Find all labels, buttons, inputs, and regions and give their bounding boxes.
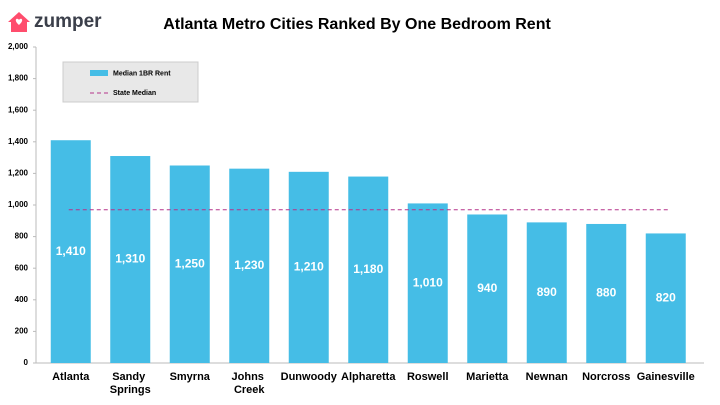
x-tick-label: Marietta [466,371,509,383]
y-tick-label: 2,000 [8,42,29,51]
value-label: 1,180 [353,262,383,276]
legend-label: State Median [113,90,156,97]
value-label: 880 [596,286,616,300]
x-tick-label-line: Springs [110,384,151,396]
x-tick-label: Alpharetta [341,371,396,383]
x-tick-label: Atlanta [52,371,90,383]
y-tick-label: 600 [15,263,29,272]
x-tick-label: Gainesville [637,371,695,383]
value-label: 1,210 [294,260,324,274]
x-tick-label-line: Creek [234,384,265,396]
value-label: 1,010 [413,275,443,289]
y-tick-label: 1,000 [8,200,29,209]
y-tick-label: 400 [15,295,29,304]
x-tick-label: Sandy Springs [110,371,151,396]
value-label: 1,250 [175,256,205,270]
x-tick-label: Newnan [526,371,568,383]
bar [348,176,389,363]
bar [50,140,91,363]
bar [467,214,508,363]
x-tick-label: Roswell [407,371,449,383]
bar [586,223,627,363]
bar [169,165,210,363]
y-tick-label: 1,400 [8,137,29,146]
logo-text: zumper [34,11,102,32]
bar [229,168,270,363]
logo-heart [15,18,23,25]
x-tick-label-line: Johns [232,371,267,383]
chart-title: Atlanta Metro Cities Ranked By One Bedro… [163,16,551,33]
value-label: 940 [477,281,497,295]
bar [110,156,151,363]
x-tick-label-line: Sandy [112,371,148,383]
value-label: 1,310 [115,252,145,266]
value-label: 820 [656,290,676,304]
legend-swatch [90,70,108,76]
value-label: 1,230 [234,258,264,272]
y-tick-label: 1,200 [8,169,29,178]
bar [645,233,686,363]
y-tick-label: 0 [24,358,29,367]
value-label: 890 [537,285,557,299]
x-tick-label: Dunwoody [281,371,338,383]
logo: zumper [8,11,102,32]
y-tick-label: 1,600 [8,105,29,114]
bar [407,203,448,363]
x-tick-label: Smyrna [170,371,211,383]
y-tick-label: 200 [15,327,29,336]
y-tick-label: 1,800 [8,74,29,83]
bar [526,222,567,363]
legend-label: Median 1BR Rent [113,70,171,77]
legend-box [62,61,199,103]
bar [288,171,329,363]
y-tick-label: 800 [15,232,29,241]
x-tick-label: Johns Creek [232,371,267,396]
value-label: 1,410 [56,244,86,258]
x-tick-label: Norcross [582,371,630,383]
